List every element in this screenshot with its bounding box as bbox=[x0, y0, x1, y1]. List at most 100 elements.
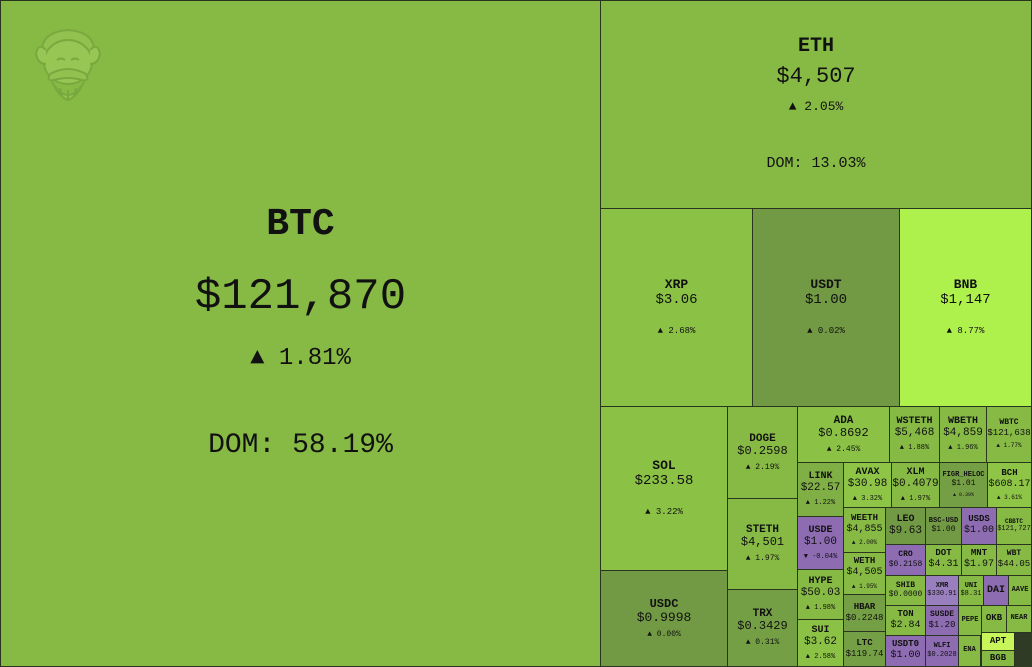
tile-price: $4,859 bbox=[943, 427, 983, 440]
treemap-tile-usdt[interactable]: USDT $1.00 ▲ 0.02% bbox=[752, 208, 900, 407]
treemap-tile-leo[interactable]: LEO $9.63 bbox=[885, 507, 926, 545]
treemap-tile-wbeth[interactable]: WBETH $4,859 ▲ 1.96% bbox=[939, 406, 987, 463]
treemap-tile-hype[interactable]: HYPE $50.03 ▲ 1.98% bbox=[797, 569, 844, 620]
tile-price: $30.98 bbox=[847, 477, 888, 490]
treemap-tile-pepe[interactable]: PEPE bbox=[958, 605, 982, 636]
tile-symbol: WETH bbox=[853, 556, 876, 567]
treemap-tile-bch[interactable]: BCH $608.17 ▲ 3.61% bbox=[987, 462, 1032, 508]
tile-price: $1.00 bbox=[931, 525, 956, 535]
tile-change: ▲ 1.81% bbox=[250, 344, 351, 372]
tile-symbol: USDT0 bbox=[891, 639, 919, 650]
tile-symbol: STETH bbox=[745, 524, 779, 537]
treemap-tile-trx[interactable]: TRX $0.3429 ▲ 0.31% bbox=[727, 589, 798, 667]
treemap-tile-eth[interactable]: ETH $4,507 ▲ 2.05% DOM: 13.03% bbox=[600, 0, 1032, 209]
treemap-tile-usds[interactable]: USDS $1.00 bbox=[961, 507, 997, 545]
tile-change: ▲ 3.32% bbox=[852, 494, 883, 503]
tile-symbol: DOGE bbox=[749, 432, 776, 445]
treemap-tile-bnb[interactable]: BNB $1,147 ▲ 8.77% bbox=[899, 208, 1032, 407]
treemap-tile-xmr[interactable]: XMR $330.91 bbox=[925, 575, 959, 606]
tile-symbol: CBBTC bbox=[1004, 517, 1023, 525]
treemap-tile-sol[interactable]: SOL $233.58 ▲ 3.22% bbox=[600, 406, 728, 571]
tile-change: ▲ 1.77% bbox=[996, 442, 1022, 450]
tile-symbol: APT bbox=[989, 635, 1007, 646]
tile-change: ▲ 1.97% bbox=[900, 494, 931, 503]
treemap-tile-bsc-usd[interactable]: BSC-USD $1.00 bbox=[925, 507, 962, 545]
tile-price: $1.20 bbox=[928, 619, 956, 630]
tile-change: ▲ 0.02% bbox=[807, 326, 845, 337]
tile-price: $0.2598 bbox=[737, 443, 788, 458]
treemap-tile-wlfi[interactable]: WLFI $0.2028 bbox=[925, 635, 959, 667]
tile-symbol: ETH bbox=[797, 35, 834, 59]
treemap-tile-dot[interactable]: DOT $4.31 bbox=[925, 544, 962, 576]
treemap-tile-wsteth[interactable]: WSTETH $5,468 ▲ 1.88% bbox=[889, 406, 940, 463]
treemap-tile-mnt[interactable]: MNT $1.97 bbox=[961, 544, 997, 576]
tile-price: $50.03 bbox=[800, 587, 841, 600]
treemap-tile-doge[interactable]: DOGE $0.2598 ▲ 2.19% bbox=[727, 406, 798, 499]
tile-dominance: DOM: 13.03% bbox=[766, 154, 866, 172]
treemap-tile-uni[interactable]: UNI $8.31 bbox=[958, 575, 984, 606]
tile-price: $121,727 bbox=[997, 525, 1031, 534]
tile-price: $1.97 bbox=[963, 559, 994, 571]
tile-price: $119.74 bbox=[845, 648, 884, 659]
treemap-tile-usde[interactable]: USDE $1.00 ▼ -0.04% bbox=[797, 516, 844, 570]
treemap-tile-wbt[interactable]: WBT $44.05 bbox=[996, 544, 1032, 576]
treemap-tile-hbar[interactable]: HBAR $0.2248 bbox=[843, 594, 886, 632]
tile-dominance: DOM: 58.19% bbox=[208, 430, 393, 462]
treemap-tile-xrp[interactable]: XRP $3.06 ▲ 2.68% bbox=[600, 208, 753, 407]
treemap-tile-near[interactable]: NEAR bbox=[1006, 605, 1032, 633]
treemap-tile-ton[interactable]: TON $2.84 bbox=[885, 605, 926, 636]
tile-price: $1.00 bbox=[963, 525, 994, 537]
tile-symbol: BGB bbox=[989, 652, 1007, 663]
treemap-tile-avax[interactable]: AVAX $30.98 ▲ 3.32% bbox=[843, 462, 892, 508]
tile-symbol: NEAR bbox=[1010, 614, 1028, 623]
tile-price: $1.00 bbox=[803, 535, 837, 548]
tile-symbol: LINK bbox=[808, 471, 833, 483]
tile-change: ▲ 1.98% bbox=[805, 604, 836, 613]
tile-symbol: SOL bbox=[652, 457, 676, 473]
treemap-tile-xlm[interactable]: XLM $0.4079 ▲ 1.97% bbox=[891, 462, 940, 508]
tile-price: $4,855 bbox=[846, 523, 883, 535]
treemap-tile-weth[interactable]: WETH $4,505 ▲ 1.95% bbox=[843, 552, 886, 595]
tile-change: ▼ -0.04% bbox=[803, 552, 838, 561]
tile-price: $0.8692 bbox=[818, 425, 869, 440]
tile-change: ▲ 2.68% bbox=[657, 326, 696, 337]
treemap-tile-btc[interactable]: BTC $121,870 ▲ 1.81% DOM: 58.19% bbox=[0, 0, 601, 667]
tile-price: $4,505 bbox=[846, 567, 883, 579]
tile-change: ▲ 0.00% bbox=[647, 629, 681, 639]
tile-symbol: AVAX bbox=[855, 466, 880, 478]
treemap-tile-cro[interactable]: CRO $0.2158 bbox=[885, 544, 926, 576]
tile-change: ▲ 2.19% bbox=[745, 462, 780, 472]
treemap-tile-ena[interactable]: ENA bbox=[958, 635, 981, 667]
treemap-tile-figr_heloc[interactable]: FIGR_HELOC $1.01 ▲ 0.39% bbox=[939, 462, 988, 508]
tile-price: $8.31 bbox=[960, 590, 982, 599]
treemap-tile-shib[interactable]: SHIB $0.0000 bbox=[885, 575, 926, 606]
treemap-tile-steth[interactable]: STETH $4,501 ▲ 1.97% bbox=[727, 498, 798, 590]
tile-price: $9.63 bbox=[888, 525, 922, 538]
tile-symbol: LTC bbox=[856, 637, 873, 648]
treemap-tile-wbtc[interactable]: WBTC $121,638 ▲ 1.77% bbox=[986, 406, 1032, 463]
treemap-tile-dai[interactable]: DAI bbox=[983, 575, 1009, 606]
tile-symbol: ADA bbox=[833, 414, 854, 427]
treemap-tile-susde[interactable]: SUSDE $1.20 bbox=[925, 605, 959, 636]
tile-price: $0.4079 bbox=[892, 477, 939, 490]
treemap-tile-apt[interactable]: APT bbox=[981, 632, 1015, 651]
treemap-tile-cbbtc[interactable]: CBBTC $121,727 bbox=[996, 507, 1032, 545]
tile-symbol: CRO bbox=[898, 550, 913, 559]
treemap-tile-sui[interactable]: SUI $3.62 ▲ 2.58% bbox=[797, 619, 844, 667]
tile-symbol: TRX bbox=[752, 608, 773, 621]
treemap-tile-usdt0[interactable]: USDT0 $1.00 bbox=[885, 635, 926, 667]
treemap-tile-weeth[interactable]: WEETH $4,855 ▲ 2.00% bbox=[843, 507, 886, 553]
treemap-tile-ada[interactable]: ADA $0.8692 ▲ 2.45% bbox=[797, 406, 890, 463]
tile-change: ▲ 1.96% bbox=[948, 444, 978, 453]
treemap-tile-bgb[interactable]: BGB bbox=[981, 650, 1015, 667]
treemap-tile-usdc[interactable]: USDC $0.9998 ▲ 0.00% bbox=[600, 570, 728, 667]
tile-symbol: LEO bbox=[896, 514, 915, 526]
treemap-tile-ltc[interactable]: LTC $119.74 bbox=[843, 631, 886, 667]
tile-symbol: PEPE bbox=[961, 615, 979, 624]
tile-price: $121,638 bbox=[987, 428, 1031, 439]
treemap-tile-okb[interactable]: OKB bbox=[981, 605, 1007, 633]
treemap-tile-link[interactable]: LINK $22.57 ▲ 1.22% bbox=[797, 462, 844, 517]
tile-change: ▲ 1.97% bbox=[745, 554, 780, 564]
treemap-tile-aave[interactable]: AAVE bbox=[1008, 575, 1032, 606]
